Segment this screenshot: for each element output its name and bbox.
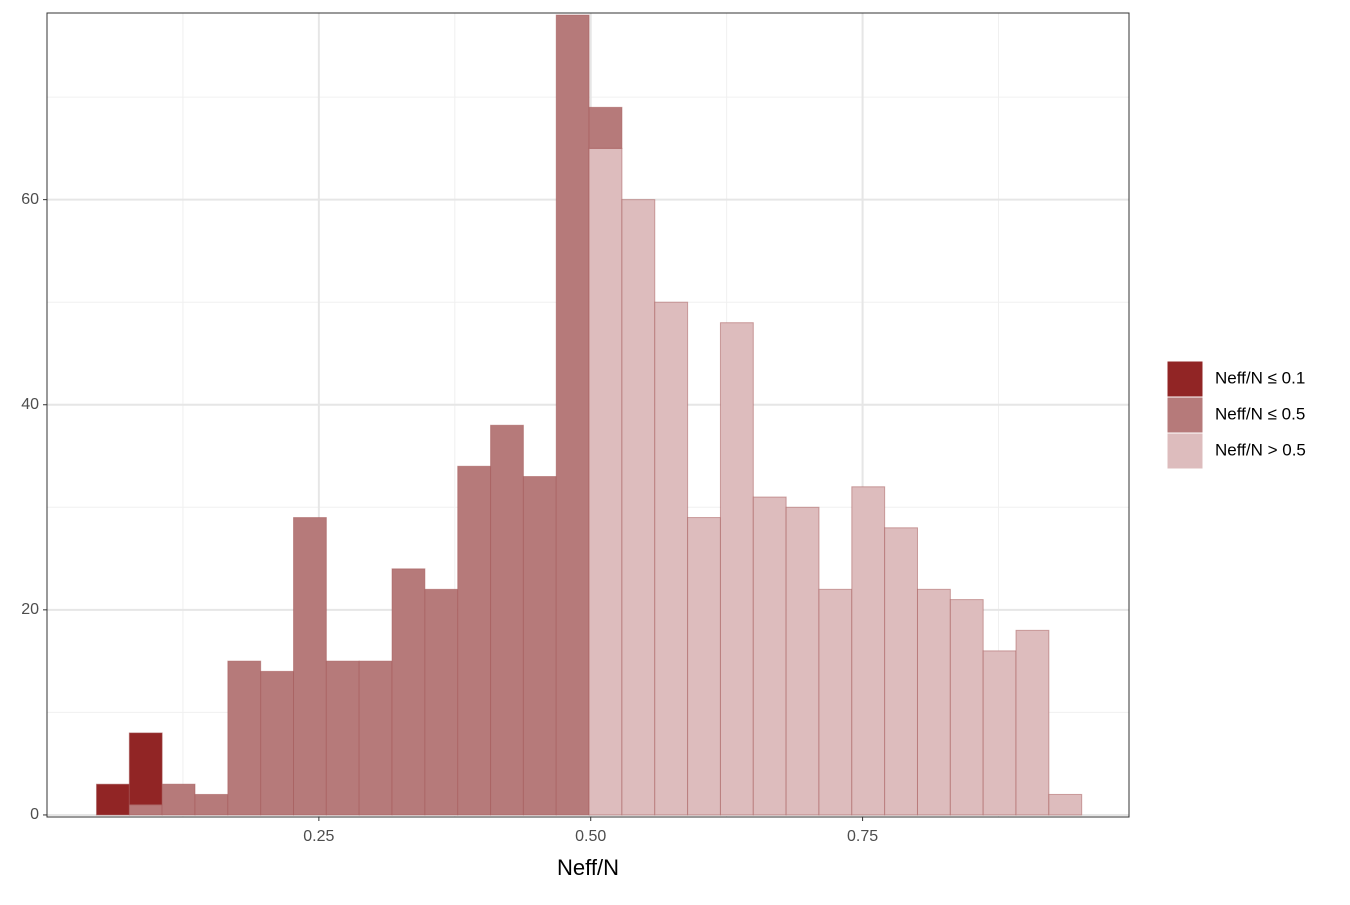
bar <box>457 465 492 816</box>
bar <box>916 588 951 816</box>
bar <box>325 660 360 816</box>
bar <box>719 322 754 816</box>
bar <box>785 506 820 816</box>
bar <box>654 301 689 816</box>
bar <box>424 588 459 816</box>
x-tick-label: 0.50 <box>575 828 606 845</box>
bar <box>128 804 163 816</box>
legend-key <box>1166 360 1204 398</box>
bar <box>1048 793 1083 816</box>
x-tick-label: 0.25 <box>303 828 334 845</box>
panel-border <box>46 12 1130 818</box>
bar <box>818 588 853 816</box>
bar <box>949 599 984 816</box>
y-tick-label: 0 <box>30 806 39 823</box>
bar <box>293 517 327 816</box>
legend-label: Neff/N ≤ 0.1 <box>1215 368 1305 387</box>
legend-label: Neff/N > 0.5 <box>1215 440 1306 459</box>
bar <box>752 496 787 816</box>
bar <box>555 14 590 816</box>
bar <box>884 527 918 816</box>
bar <box>194 793 229 816</box>
bar <box>588 106 623 149</box>
legend-label: Neff/N ≤ 0.5 <box>1215 404 1305 423</box>
bar <box>1015 629 1050 816</box>
bar <box>391 568 426 816</box>
x-tick-label: 0.75 <box>847 828 878 845</box>
x-axis-label: Neff/N <box>557 855 619 880</box>
bar <box>687 517 721 816</box>
bar <box>260 670 295 816</box>
bar <box>358 660 393 816</box>
bar <box>95 783 130 816</box>
y-tick-label: 20 <box>21 601 39 618</box>
bar <box>621 199 656 816</box>
legend-key <box>1166 396 1204 434</box>
bar <box>982 650 1017 816</box>
bar <box>490 424 524 816</box>
bar <box>851 486 886 816</box>
bar <box>227 660 262 816</box>
bar <box>522 476 557 816</box>
legend-key <box>1166 432 1204 470</box>
bar <box>161 783 196 816</box>
bar <box>128 732 163 806</box>
y-tick-label: 60 <box>21 191 39 208</box>
y-tick-label: 40 <box>21 396 39 413</box>
bar <box>588 147 623 816</box>
